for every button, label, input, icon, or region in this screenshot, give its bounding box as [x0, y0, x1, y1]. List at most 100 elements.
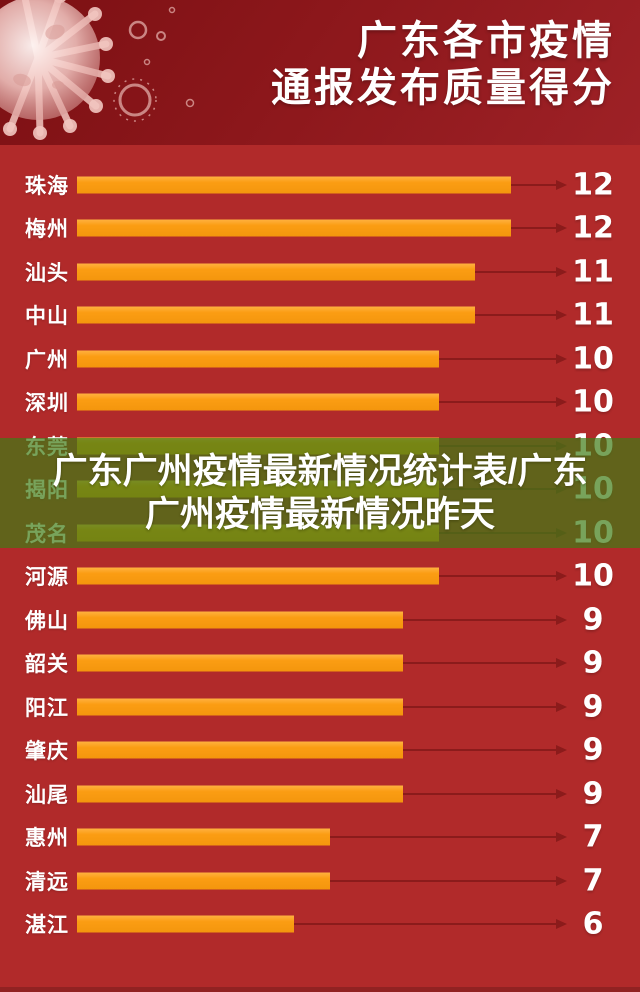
city-label: 汕头	[25, 261, 69, 285]
score-value: 9	[582, 732, 604, 768]
score-value: 10	[572, 341, 614, 376]
header-banner: 广东各市疫情 通报发布质量得分	[0, 0, 640, 145]
score-bar	[77, 611, 403, 628]
score-bar	[77, 306, 476, 324]
score-bar	[77, 263, 476, 280]
leader-arrow-head-icon	[556, 701, 567, 712]
bar-row: 惠州 7	[0, 816, 640, 859]
score-bar	[77, 219, 512, 237]
leader-arrow-line	[402, 662, 556, 664]
city-label: 阳江	[25, 696, 69, 720]
city-label: 湛江	[25, 914, 69, 937]
leader-arrow-line	[475, 270, 556, 273]
bar-row: 河源 10	[0, 555, 640, 598]
watermark-text-line1: 广东广州疫情最新情况统计表/广东	[52, 452, 588, 491]
score-value: 10	[572, 558, 614, 594]
city-label: 中山	[25, 305, 69, 328]
leader-arrow-head-icon	[556, 745, 567, 755]
bar-row: 肇庆 9	[0, 729, 640, 772]
score-value: 7	[582, 863, 604, 898]
city-label: 惠州	[25, 827, 69, 850]
leader-arrow-head-icon	[556, 353, 567, 364]
leader-arrow-line	[330, 879, 556, 882]
bar-row: 湛江 6	[0, 903, 640, 946]
leader-arrow-head-icon	[556, 658, 567, 668]
city-label: 广州	[25, 348, 69, 372]
page-title-line1: 广东各市疫情	[357, 19, 615, 63]
leader-arrow-head-icon	[556, 223, 567, 233]
leader-arrow-line	[439, 357, 556, 360]
city-label: 佛山	[25, 609, 69, 633]
page-title: 广东各市疫情 通报发布质量得分	[271, 18, 615, 112]
leader-arrow-head-icon	[556, 832, 567, 842]
bar-row: 珠海 12	[0, 163, 640, 206]
score-bar	[77, 828, 331, 846]
leader-arrow-line	[330, 836, 556, 838]
bar-row: 清远 7	[0, 859, 640, 902]
city-label: 肇庆	[25, 740, 69, 763]
score-value: 6	[582, 906, 604, 942]
city-label: 韶关	[25, 653, 69, 676]
score-value: 10	[572, 384, 614, 420]
leader-arrow-line	[439, 575, 556, 577]
score-value: 9	[582, 689, 604, 724]
city-label: 梅州	[25, 218, 69, 241]
city-label: 珠海	[25, 174, 69, 198]
score-value: 7	[582, 819, 604, 855]
bar-row: 韶关 9	[0, 642, 640, 685]
score-value: 12	[572, 167, 614, 202]
leader-arrow-head-icon	[556, 179, 567, 190]
score-bar	[77, 915, 295, 933]
leader-arrow-head-icon	[556, 919, 567, 929]
city-label: 深圳	[25, 392, 69, 415]
score-value: 11	[572, 254, 614, 289]
coronavirus-illustration-icon	[0, 0, 195, 140]
score-bar	[77, 567, 439, 585]
leader-arrow-head-icon	[556, 266, 567, 277]
score-bar	[77, 741, 403, 759]
score-value: 12	[572, 210, 614, 246]
bar-row: 梅州 12	[0, 207, 640, 250]
leader-arrow-line	[475, 314, 556, 316]
leader-arrow-line	[402, 749, 556, 751]
score-bar	[77, 698, 403, 715]
score-bar	[77, 872, 331, 889]
leader-arrow-line	[402, 792, 556, 795]
leader-arrow-head-icon	[556, 397, 567, 407]
leader-arrow-line	[402, 618, 556, 621]
leader-arrow-head-icon	[556, 571, 567, 581]
leader-arrow-line	[294, 923, 556, 925]
leader-arrow-head-icon	[556, 310, 567, 320]
leader-arrow-line	[402, 705, 556, 708]
score-bar	[77, 654, 403, 672]
bar-row: 中山 11	[0, 294, 640, 337]
city-label: 清远	[25, 870, 69, 894]
bar-row: 佛山 9	[0, 598, 640, 641]
watermark-text-line2: 广州疫情最新情况昨天	[144, 495, 495, 534]
bar-row: 广州 10	[0, 337, 640, 380]
score-bar	[77, 393, 439, 411]
leader-arrow-line	[511, 227, 556, 229]
leader-arrow-line	[439, 401, 556, 403]
score-value: 9	[582, 645, 604, 681]
leader-arrow-head-icon	[556, 614, 567, 625]
watermark-overlay-band: 广东广州疫情最新情况统计表/广东 广州疫情最新情况昨天	[0, 438, 640, 548]
bar-row: 汕尾 9	[0, 772, 640, 815]
score-value: 9	[582, 602, 604, 637]
score-bar	[77, 785, 403, 802]
score-bar	[77, 350, 439, 367]
bar-row: 汕头 11	[0, 250, 640, 293]
page-title-line2: 通报发布质量得分	[271, 66, 615, 110]
city-label: 汕尾	[25, 783, 69, 807]
leader-arrow-line	[511, 183, 556, 186]
bar-row: 深圳 10	[0, 381, 640, 424]
leader-arrow-head-icon	[556, 875, 567, 886]
score-value: 11	[572, 297, 614, 333]
city-label: 河源	[25, 566, 69, 589]
score-value: 9	[582, 776, 604, 811]
score-bar	[77, 176, 512, 193]
bottom-edge-strip	[0, 987, 640, 992]
bar-chart: 珠海12梅州12汕头11中山11广州10深圳10东莞10揭阳10茂名10河源10…	[0, 145, 640, 992]
bar-row: 阳江 9	[0, 685, 640, 728]
leader-arrow-head-icon	[556, 788, 567, 799]
